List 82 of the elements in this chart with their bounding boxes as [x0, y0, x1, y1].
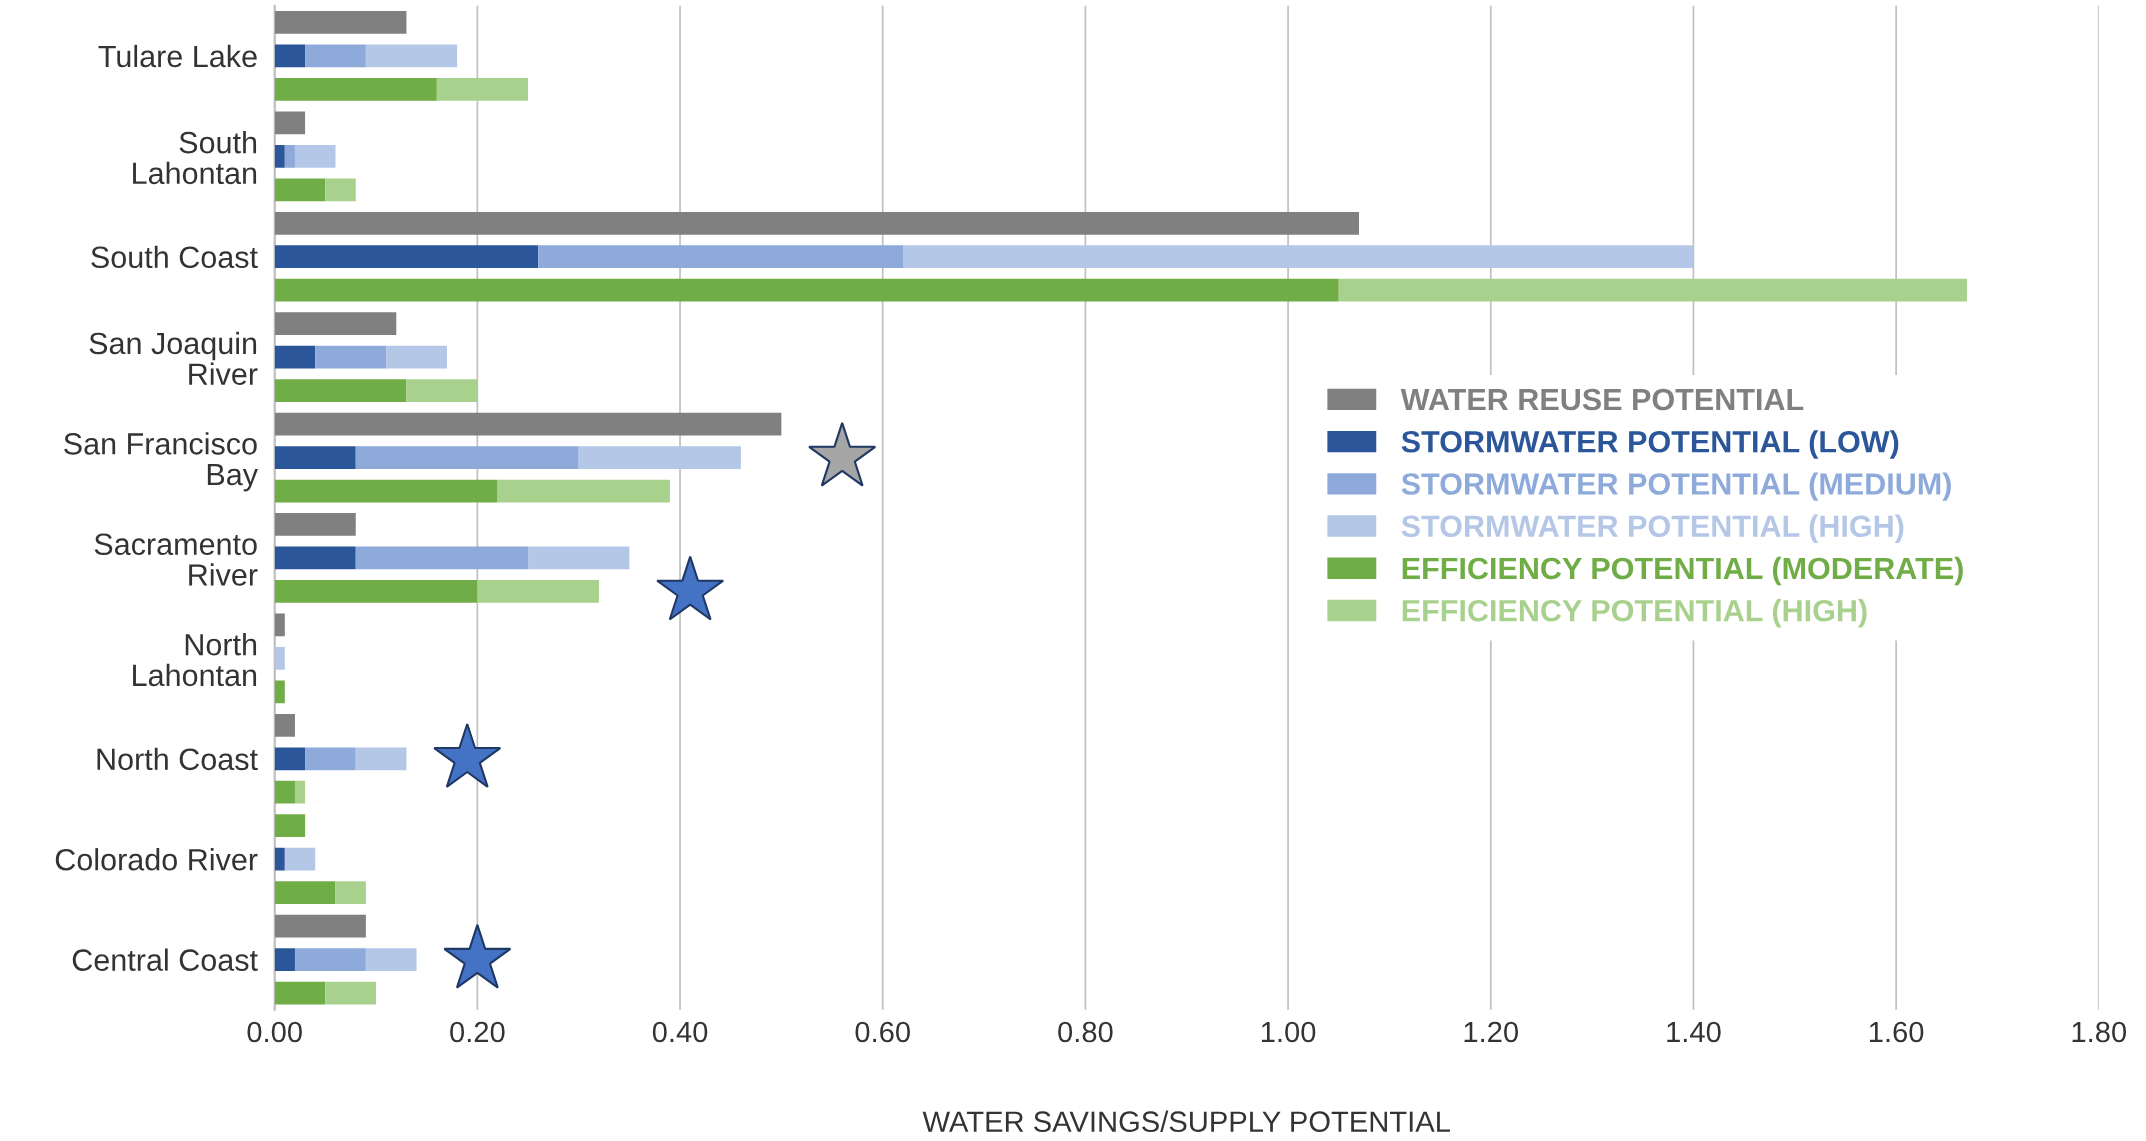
- bar: [274, 144, 285, 168]
- x-tick-label: 0.40: [652, 1021, 708, 1043]
- y-tick-label: Colorado River: [55, 848, 258, 871]
- legend-label: STORMWATER POTENTIAL (LOW): [1401, 430, 1899, 459]
- bar: [386, 345, 447, 369]
- x-tick-label: 0.00: [247, 1021, 302, 1043]
- bar: [274, 278, 1339, 302]
- bar: [274, 11, 407, 34]
- bar: [294, 948, 366, 971]
- bar: [355, 747, 407, 771]
- x-tick-label: 1.40: [1667, 1021, 1721, 1043]
- bar: [315, 345, 387, 369]
- legend-label: STORMWATER POTENTIAL (HIGH): [1401, 514, 1904, 544]
- bar: [274, 211, 1360, 235]
- y-tick-label: North Lahontan: [133, 633, 257, 687]
- legend-label: WATER REUSE POTENTIAL: [1400, 388, 1804, 411]
- legend-label: EFFICIENCY POTENTIAL (HIGH): [1402, 599, 1867, 628]
- x-tick-label: 1.60: [1869, 1021, 1924, 1043]
- bar: [274, 546, 356, 570]
- y-tick-label: San Francisco Bay: [64, 432, 258, 492]
- bar: [274, 847, 285, 871]
- y-tick-label: San Joaquin River: [89, 331, 258, 385]
- bar: [294, 144, 336, 168]
- bar: [436, 78, 529, 101]
- bar: [274, 747, 306, 771]
- bar: [274, 580, 478, 603]
- bar: [305, 44, 366, 68]
- bar: [305, 747, 356, 771]
- bar: [274, 379, 407, 402]
- bar: [274, 914, 366, 938]
- bar: [355, 546, 529, 570]
- bar: [274, 178, 326, 202]
- bar: [274, 780, 295, 804]
- y-tick-label: South Lahontan: [133, 131, 257, 185]
- bar: [578, 446, 741, 469]
- bar: [538, 245, 903, 269]
- bar: [274, 881, 336, 905]
- bar: [325, 981, 377, 1005]
- bar: [274, 412, 782, 436]
- x-tick-label: 0.60: [855, 1021, 910, 1043]
- bar: [477, 580, 599, 603]
- bar: [274, 446, 356, 469]
- bar: [274, 312, 397, 336]
- x-tick-label: 1.80: [2072, 1021, 2127, 1043]
- x-axis-title: WATER SAVINGS/SUPPLY POTENTIAL: [922, 1110, 1450, 1133]
- bar: [274, 613, 285, 637]
- y-tick-label: Central Coast: [72, 948, 258, 971]
- bar: [274, 646, 285, 670]
- bar: [274, 948, 295, 971]
- bar: [274, 680, 285, 704]
- legend-label: EFFICIENCY POTENTIAL (MODERATE): [1402, 556, 1963, 586]
- x-tick-label: 1.00: [1261, 1021, 1316, 1043]
- y-tick-label: Sacramento River: [94, 533, 258, 586]
- bar: [406, 379, 478, 402]
- bar: [1338, 278, 1968, 302]
- bar: [355, 446, 579, 469]
- x-tick-label: 0.20: [450, 1021, 505, 1043]
- bar: [294, 780, 306, 804]
- y-tick-label: South Coast: [91, 245, 258, 269]
- bar: [274, 713, 295, 737]
- bar: [284, 144, 295, 168]
- bar: [274, 345, 316, 369]
- bar: [274, 44, 306, 68]
- bar: [528, 546, 630, 570]
- bar: [274, 245, 539, 269]
- bar: [274, 981, 326, 1005]
- bar: [365, 44, 458, 68]
- bar: [497, 479, 670, 503]
- bar: [325, 178, 356, 202]
- bar: [274, 111, 306, 135]
- legend-label: STORMWATER POTENTIAL (MEDIUM): [1401, 472, 1951, 501]
- y-tick-label: North Coast: [97, 747, 258, 771]
- bar: [274, 479, 498, 503]
- x-tick-label: 0.80: [1058, 1021, 1113, 1043]
- bar: [274, 513, 356, 536]
- bar: [335, 881, 366, 905]
- bar: [284, 847, 316, 871]
- y-tick-label: Tulare Lake: [98, 44, 257, 68]
- x-tick-label: 1.20: [1464, 1021, 1518, 1043]
- bar: [274, 78, 437, 101]
- bar: [365, 948, 417, 971]
- bar: [902, 245, 1694, 269]
